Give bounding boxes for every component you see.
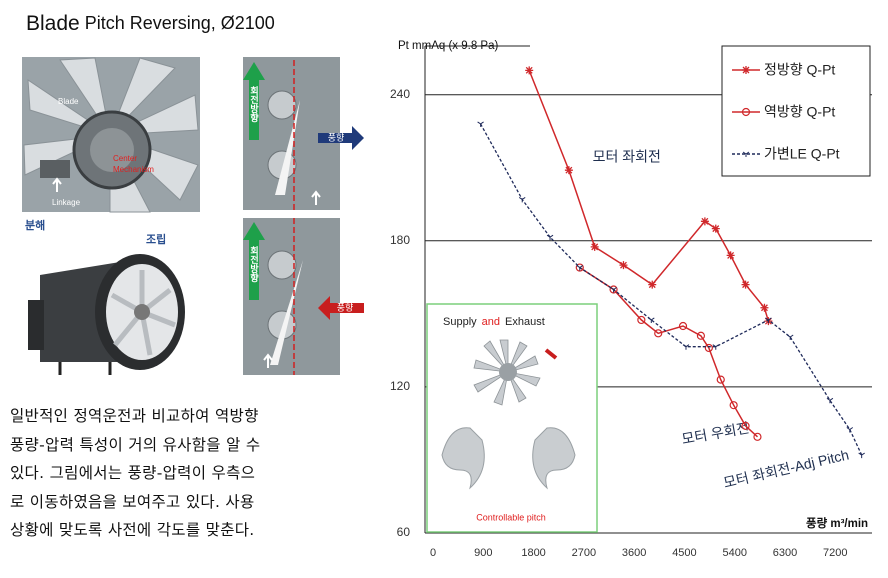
- x-tick-label: 7200: [823, 547, 847, 559]
- marker: [564, 166, 573, 175]
- x-tick-label: 4500: [672, 547, 696, 559]
- marker: [648, 280, 657, 289]
- x-tick-label: 3600: [622, 547, 646, 559]
- photo-label: Blade: [58, 97, 79, 106]
- x-tick-label: 2700: [572, 547, 596, 559]
- marker: [700, 217, 709, 226]
- body-line: 로 이동하였음을 보여주고 있다. 사용: [10, 492, 255, 511]
- marker: [637, 315, 646, 325]
- annotation: 모터 우회전: [680, 419, 750, 447]
- marker: [846, 427, 854, 433]
- marker: [609, 285, 618, 294]
- body-line: 상황에 맞도록 사전에 각도를 맞춘다.: [10, 521, 255, 539]
- wind-label: 풍향: [337, 301, 354, 312]
- photo-caption: 분해: [25, 218, 45, 232]
- title-rest: Pitch Reversing, Ø2100: [85, 13, 275, 33]
- x-tick-label: 1800: [521, 547, 545, 559]
- marker: [726, 251, 735, 260]
- marker: [858, 452, 865, 459]
- marker: [704, 343, 713, 353]
- y-tick-label: 60: [397, 525, 411, 539]
- marker: [477, 121, 484, 127]
- marker: [716, 375, 725, 384]
- inset-title: Supply and Exhaust: [443, 316, 545, 328]
- marker: [546, 234, 554, 241]
- photo-label: Linkage: [52, 198, 81, 207]
- marker: [753, 432, 762, 441]
- body-line: 일반적인 정역운전과 비교하여 역방향: [10, 407, 259, 425]
- marker: [682, 344, 690, 350]
- annotation: 모터 좌회전: [593, 149, 661, 165]
- legend-box: [721, 45, 871, 177]
- marker: [741, 280, 750, 289]
- marker: [729, 401, 738, 410]
- x-tick-label: 900: [474, 547, 492, 559]
- marker: [711, 224, 720, 233]
- photo-caption: 조립: [146, 233, 166, 246]
- rotation-label: 회전방향: [249, 245, 259, 283]
- marker: [678, 321, 688, 331]
- legend-marker: [742, 66, 750, 74]
- title-main: Blade: [26, 12, 80, 35]
- photo-rotation: 회전방향 회전방향 풍향 풍향: [243, 57, 364, 375]
- marker: [576, 265, 584, 271]
- marker: [654, 329, 663, 338]
- marker: [741, 421, 750, 430]
- annotation: 모터 좌회전-Adj Pitch: [722, 446, 851, 490]
- marker: [648, 317, 655, 323]
- marker: [610, 287, 617, 293]
- body-line: 풍량-압력 특성이 거의 유사함을 알 수: [10, 435, 261, 454]
- y-tick-label: 240: [390, 87, 410, 101]
- x-tick-label: 6300: [773, 547, 797, 559]
- inset-word: Exhaust: [505, 316, 545, 328]
- inset-caption: Controllable pitch: [476, 512, 546, 522]
- photo-assembled: [28, 254, 185, 375]
- x-tick-label: 5400: [722, 547, 746, 559]
- marker: [760, 303, 769, 312]
- legend-marker: [742, 151, 750, 157]
- inset-word: and: [482, 316, 500, 328]
- x-axis-label: 풍량 m³/min: [806, 516, 868, 530]
- marker: [696, 331, 706, 340]
- marker: [575, 263, 584, 272]
- marker: [590, 242, 599, 251]
- wind-label: 풍향: [328, 131, 345, 142]
- marker: [826, 397, 834, 404]
- inset: Supply and Exhaust Controllable pitch: [426, 303, 598, 533]
- series-line: [579, 266, 759, 438]
- x-tick-label: 0: [430, 547, 436, 559]
- photo-fan: Blade Center Mechanism Linkage: [22, 57, 200, 213]
- body-line: 있다. 그림에서는 풍량-압력이 우측으: [10, 464, 256, 482]
- y-tick-label: 180: [390, 233, 410, 247]
- marker: [765, 317, 772, 323]
- marker: [786, 334, 794, 340]
- inset-word: Supply: [443, 316, 477, 328]
- legend-marker: [741, 107, 751, 117]
- marker: [525, 66, 534, 75]
- photo-label: Center: [113, 154, 137, 163]
- marker: [518, 196, 526, 203]
- y-axis-label: Pt mmAq (x 9.8 Pa): [398, 40, 499, 52]
- marker: [619, 261, 628, 270]
- marker: [712, 344, 720, 350]
- photo-label: Mechanism: [113, 165, 154, 174]
- legend-label: 정방향 Q-Pt: [764, 62, 835, 78]
- title: Blade Pitch Reversing, Ø2100: [26, 12, 275, 35]
- legend-label: 역방향 Q-Pt: [764, 104, 835, 120]
- legend-label: 가변LE Q-Pt: [764, 146, 840, 162]
- rotation-label: 회전방향: [249, 85, 259, 123]
- y-tick-label: 120: [390, 379, 410, 393]
